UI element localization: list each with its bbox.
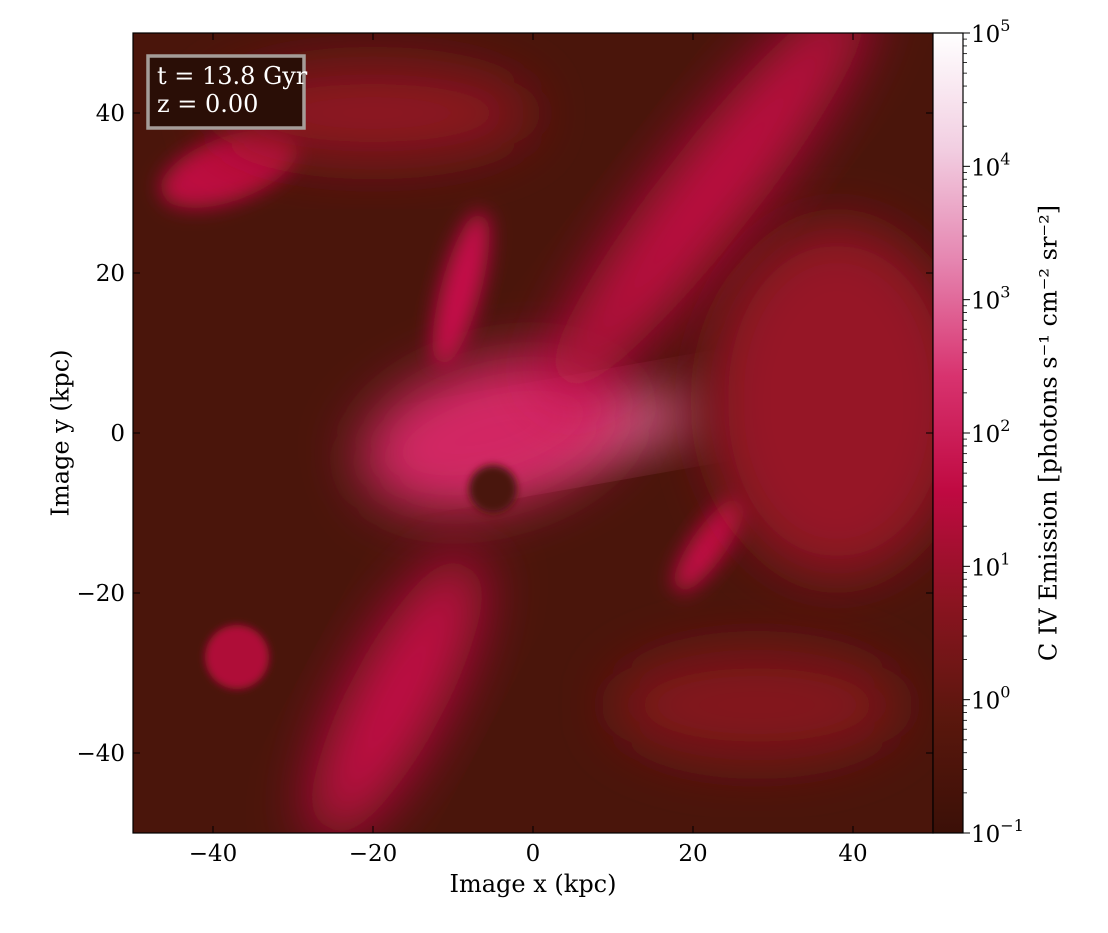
annotation-redshift: z = 0.00 [157,90,258,118]
colorbar-tick-label: 100 [971,683,1010,715]
emission-shell-east [673,498,745,592]
y-tick-label: 0 [110,421,125,447]
colorbar-tick-label: 105 [971,16,1010,48]
y-axis-ticks: −40 −20 0 20 40 [76,101,933,767]
colorbar-tick-label: 102 [971,416,1010,448]
x-axis-label: Image x (kpc) [450,870,617,898]
colorbar-ticks: 10−1 100 101 102 103 104 105 [963,16,1024,848]
y-axis-label: Image y (kpc) [47,349,75,516]
x-tick-label: 40 [838,841,867,867]
colorbar-tick-label: 101 [971,549,1010,581]
x-tick-label: 0 [526,841,541,867]
annotation-background [146,54,306,130]
colorbar-tick-label: 104 [971,149,1010,181]
x-tick-label: −40 [189,841,238,867]
colorbar-gradient [932,32,964,834]
time-annotation-box: t = 13.8 Gyr z = 0.00 [146,54,308,130]
colorbar-tick-label: 10−1 [971,816,1024,848]
y-tick-label: −20 [76,581,125,607]
x-tick-label: 20 [678,841,707,867]
annotation-time: t = 13.8 Gyr [157,62,308,90]
emission-plume-north [432,211,490,367]
emission-shell-west-lower [205,625,269,689]
colorbar-tick-label: 103 [971,283,1010,315]
emission-cloud-northwest [160,130,298,208]
x-axis-ticks: −40 −20 0 20 40 [189,33,868,867]
emission-map [160,33,933,833]
emission-diffuse-south [613,649,901,761]
y-tick-label: 40 [96,101,125,127]
emission-void-center [469,465,517,513]
plot-area: −40 −20 0 20 40 −40 −20 0 20 40 [76,32,934,867]
colorbar: 10−1 100 101 102 103 104 105 C IV Emission [ph… [932,16,1063,848]
y-tick-label: 20 [96,261,125,287]
colorbar-label: C IV Emission [photons s⁻¹ cm⁻² sr⁻²] [1035,205,1063,661]
x-tick-label: −20 [349,841,398,867]
emission-filament-northeast [546,33,872,397]
emission-diffuse-east [709,225,933,577]
emission-filament-southwest [310,553,484,833]
y-tick-label: −40 [76,741,125,767]
